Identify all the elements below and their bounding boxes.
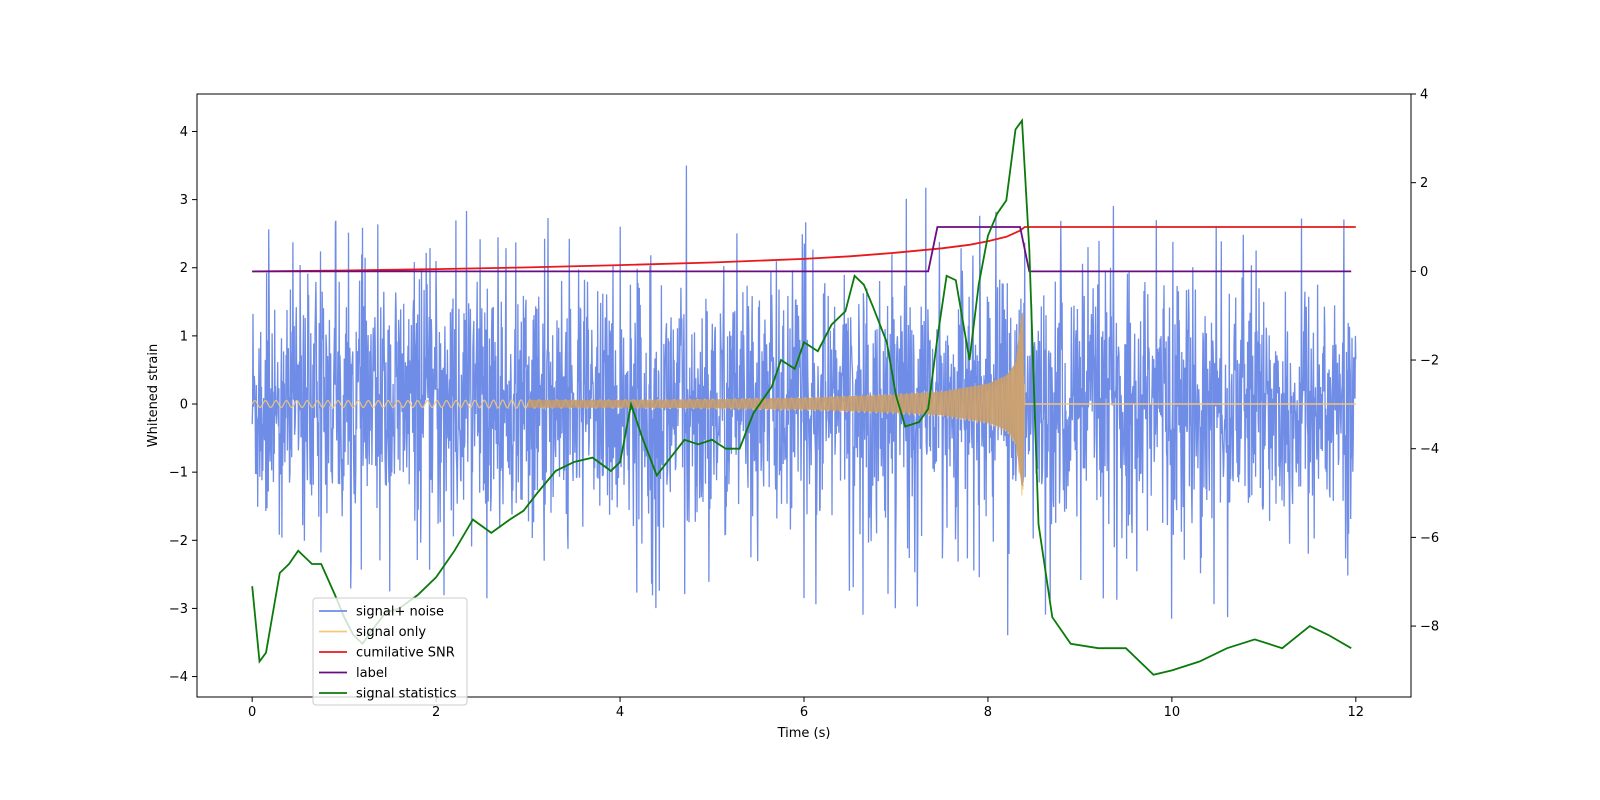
legend-label: cumilative SNR xyxy=(356,646,455,661)
x-tick-label: 2 xyxy=(432,705,440,720)
legend-label: signal statistics xyxy=(356,687,457,702)
x-tick-label: 8 xyxy=(984,705,992,720)
x-axis-label: Time (s) xyxy=(777,726,831,741)
legend-label: signal only xyxy=(356,625,426,640)
y2-tick-label: 0 xyxy=(1420,265,1428,280)
y-tick-label: 3 xyxy=(180,193,188,208)
y-tick-label: 2 xyxy=(180,261,188,276)
y-tick-label: 4 xyxy=(180,125,188,140)
signal-only-band xyxy=(528,312,1025,487)
y2-tick-label: −8 xyxy=(1420,620,1439,635)
y2-tick-label: −6 xyxy=(1420,531,1439,546)
y2-tick-label: 4 xyxy=(1420,88,1428,103)
plot-area xyxy=(251,118,1357,676)
y-tick-label: 1 xyxy=(180,329,188,344)
y-tick-label: −2 xyxy=(169,534,188,549)
x-tick-label: 12 xyxy=(1348,705,1365,720)
y2-tick-label: 2 xyxy=(1420,176,1428,191)
y-tick-label: −3 xyxy=(169,602,188,617)
x-tick-label: 6 xyxy=(800,705,808,720)
y-tick-label: −1 xyxy=(169,466,188,481)
legend-label: label xyxy=(356,666,387,681)
y-axis-label: Whitened strain xyxy=(146,344,161,447)
series-label xyxy=(252,226,1352,273)
x-tick-label: 0 xyxy=(248,705,256,720)
y-tick-label: 0 xyxy=(180,398,188,413)
x-axis: 0 2 4 6 8 10 12 xyxy=(248,697,1364,720)
y-tick-label: −4 xyxy=(169,670,188,685)
series-cumilative-snr xyxy=(252,226,1356,273)
y2-tick-label: −2 xyxy=(1420,354,1439,369)
series-signal-plus-noise xyxy=(251,165,1357,636)
legend-label: signal+ noise xyxy=(356,605,444,620)
y-axis-left: −4 −3 −2 −1 0 1 2 3 4 xyxy=(169,125,197,685)
y-axis-right: −8 −6 −4 −2 0 2 4 xyxy=(1411,88,1439,635)
y2-tick-label: −4 xyxy=(1420,442,1439,457)
legend: signal+ noise signal only cumilative SNR la… xyxy=(312,597,468,706)
x-tick-label: 10 xyxy=(1164,705,1181,720)
x-tick-label: 4 xyxy=(616,705,624,720)
legend-box xyxy=(312,597,468,706)
